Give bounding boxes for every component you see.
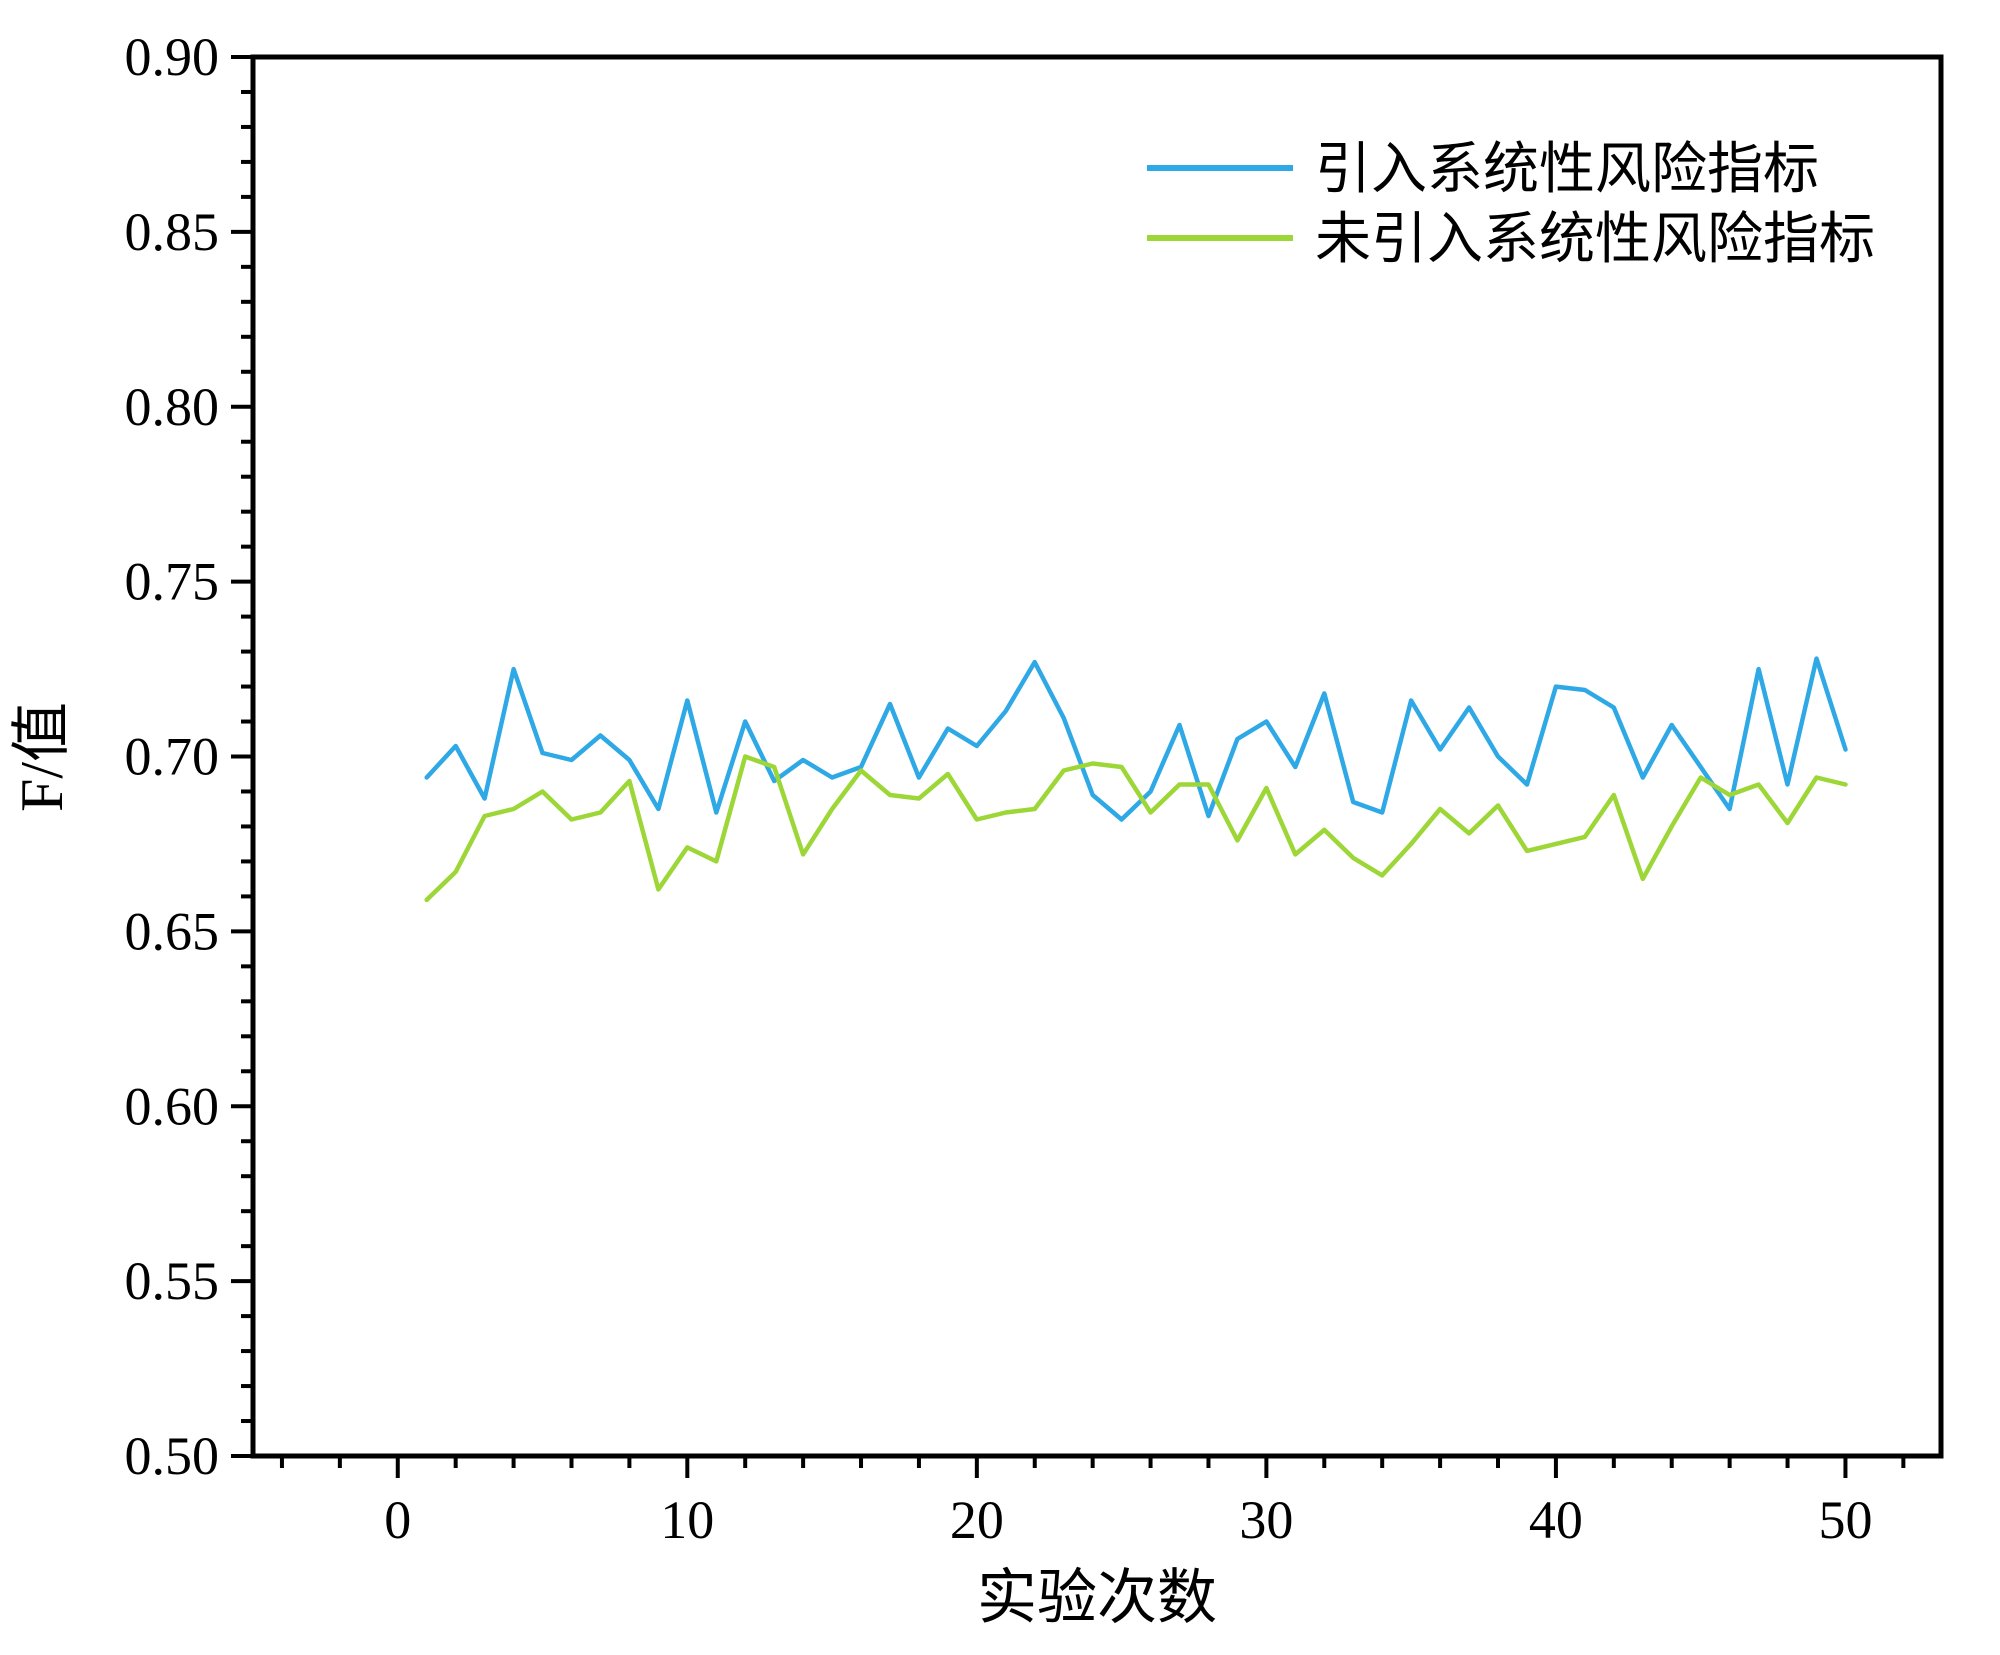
y-tick-label: 0.80: [125, 377, 220, 437]
y-tick-label: 0.75: [125, 552, 220, 612]
y-tick-label: 0.70: [125, 727, 220, 787]
x-tick-label: 30: [1239, 1490, 1293, 1550]
series-line-2: [424, 754, 1848, 903]
x-tick-label: 0: [384, 1490, 411, 1550]
y-tick-label: 0.60: [125, 1076, 220, 1136]
series-line-1: [424, 656, 1848, 822]
x-tick-label: 40: [1529, 1490, 1583, 1550]
legend-label-series-1: 引入系统性风险指标: [1315, 139, 1819, 201]
x-tick-label: 20: [950, 1490, 1004, 1550]
plot-area: 0.50 0.55 0.60 0.65 0.70 0.75 0.80 0.85 0.90 0 10 2…: [125, 27, 1944, 1550]
y-axis-label: F/值: [9, 702, 75, 812]
x-tick-label: 50: [1818, 1490, 1872, 1550]
x-axis-label: 实验次数: [977, 1565, 1217, 1631]
y-tick-label: 0.90: [125, 27, 220, 87]
legend-label-series-2: 未引入系统性风险指标: [1315, 209, 1875, 271]
y-tick-label: 0.85: [125, 202, 220, 262]
x-tick-label: 10: [660, 1490, 714, 1550]
y-tick-label: 0.55: [125, 1251, 220, 1311]
y-tick-label: 0.65: [125, 901, 220, 961]
y-tick-label: 0.50: [125, 1426, 220, 1486]
legend: 引入系统性风险指标 未引入系统性风险指标: [1147, 139, 1875, 271]
